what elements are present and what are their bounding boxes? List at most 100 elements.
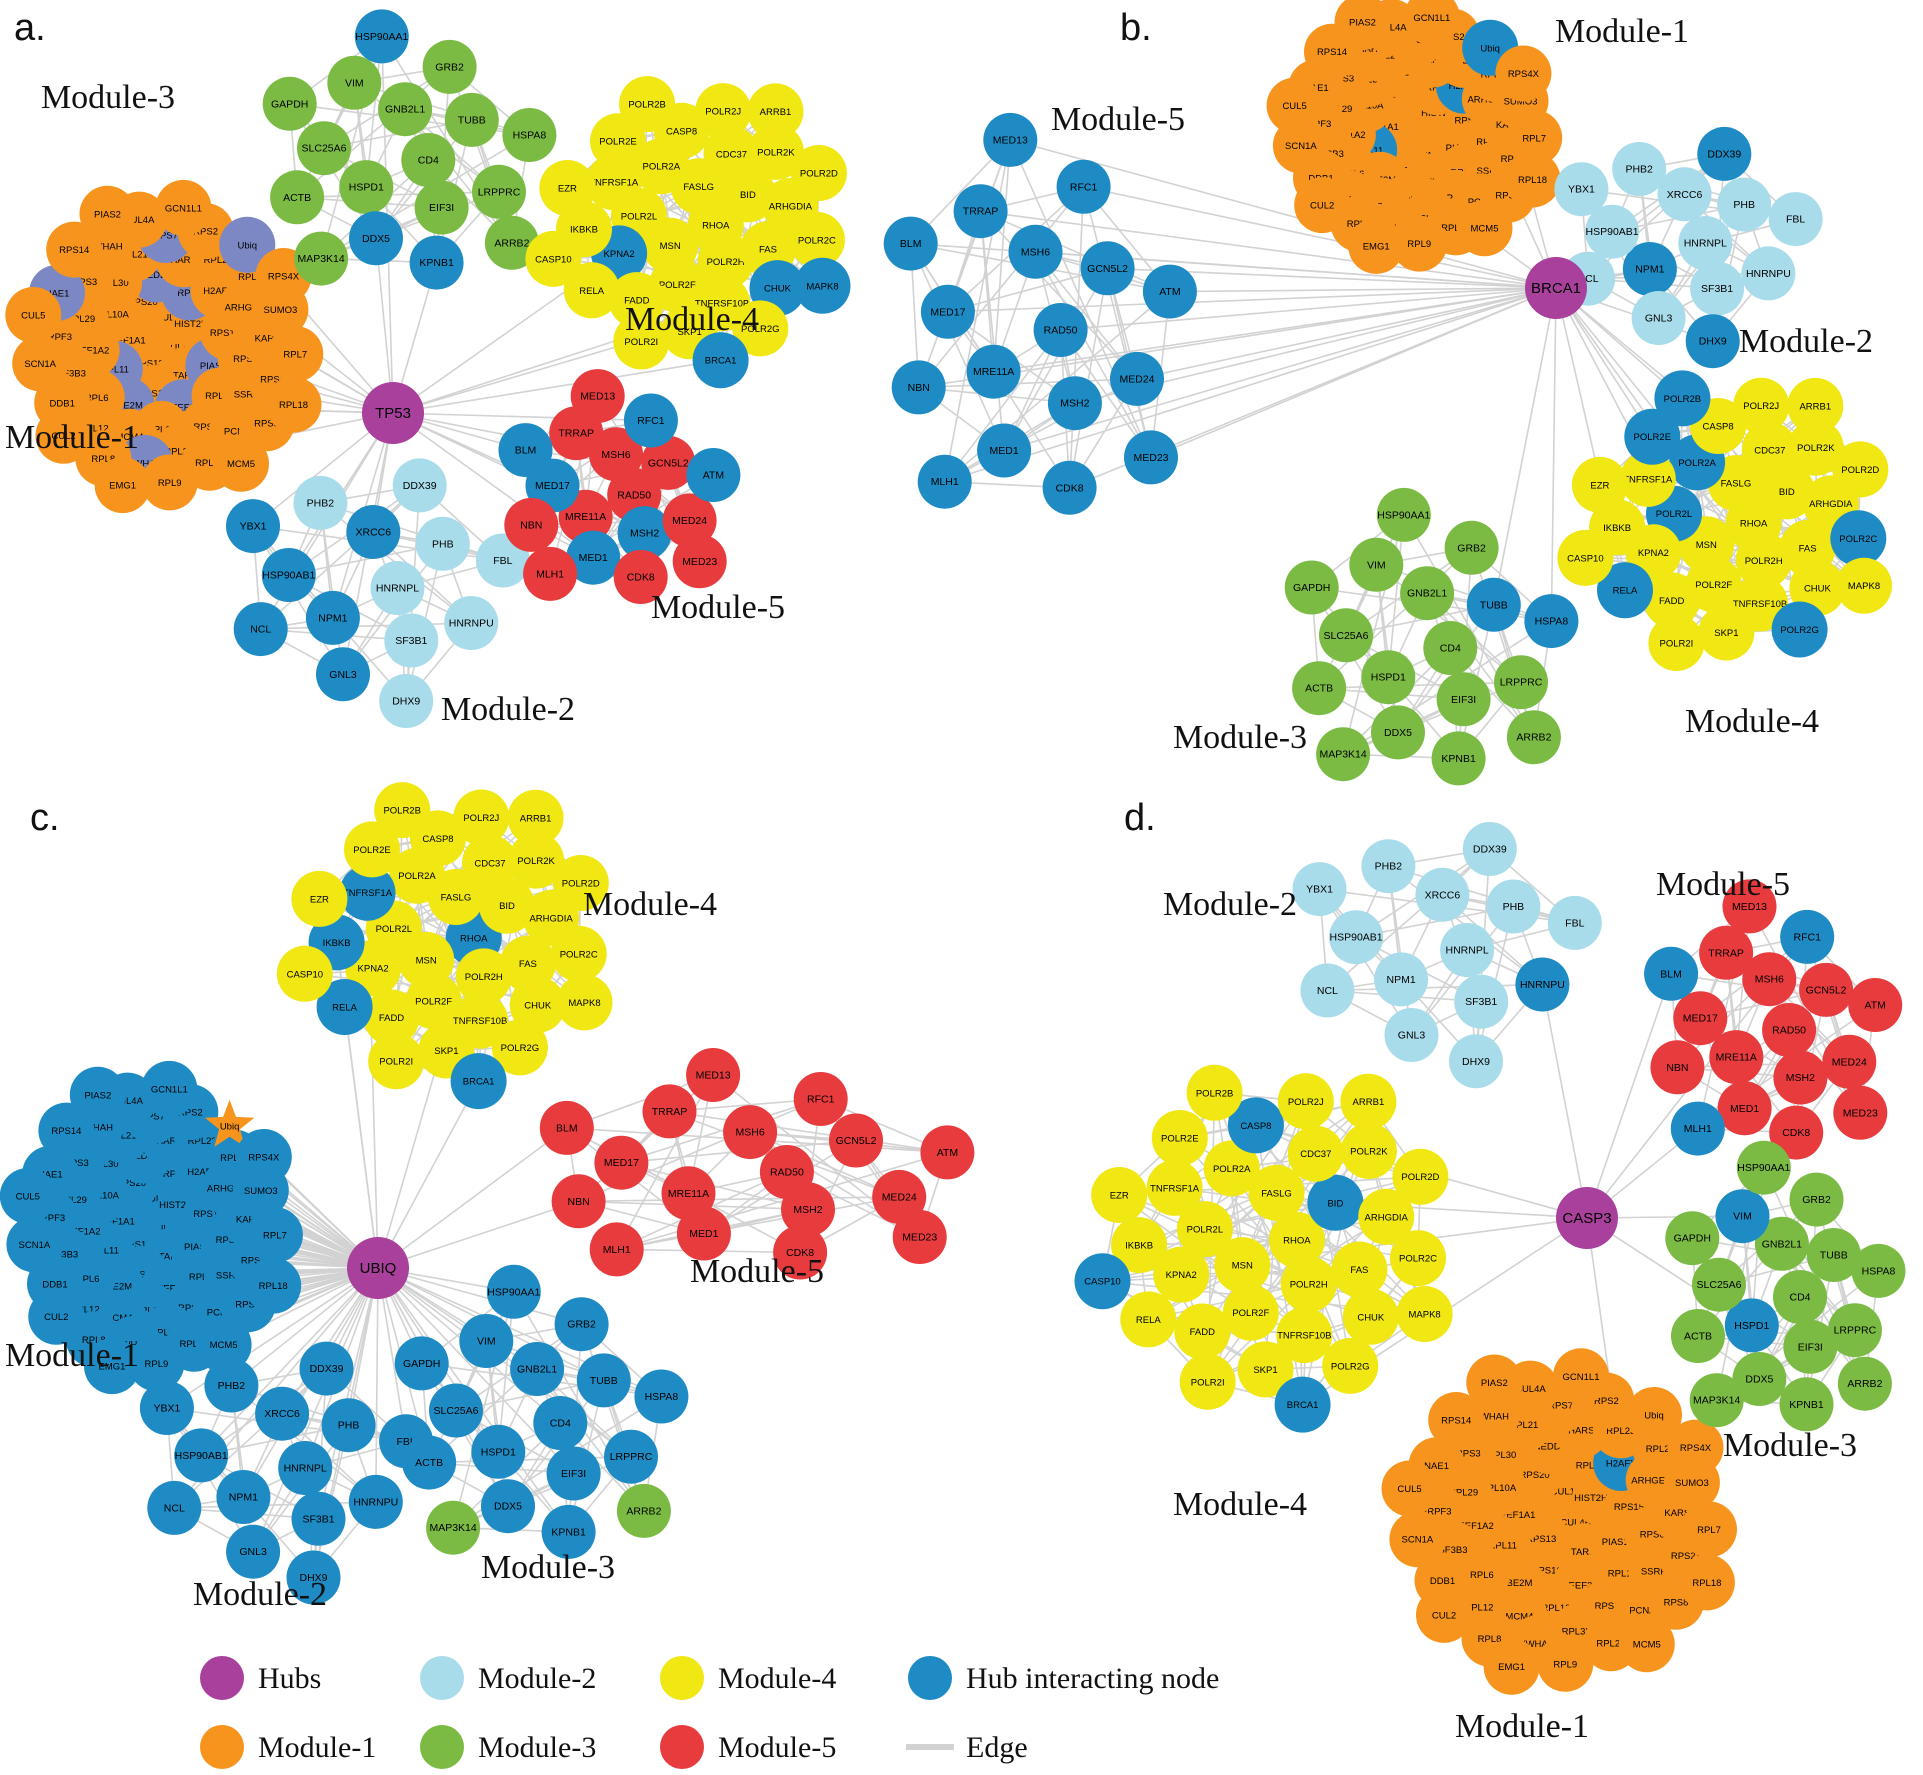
node-BRCA1[interactable] xyxy=(450,1053,507,1110)
node-ATM[interactable] xyxy=(686,448,741,502)
node-POLR2B[interactable] xyxy=(1654,370,1711,427)
node-POLR2H[interactable] xyxy=(1735,532,1792,589)
node-MLH1[interactable] xyxy=(523,546,578,601)
node-RPL9[interactable] xyxy=(1391,215,1448,272)
node-POLR2G[interactable] xyxy=(491,1019,548,1076)
node-TNFRSF1A[interactable] xyxy=(339,864,396,921)
node-GNL3[interactable] xyxy=(226,1524,281,1579)
node-GAPDH[interactable] xyxy=(1284,560,1339,615)
node-ARRB2[interactable] xyxy=(1506,710,1561,765)
node-BLM[interactable] xyxy=(498,423,553,478)
node-HSPD1[interactable] xyxy=(339,160,394,215)
node-SLC25A6[interactable] xyxy=(429,1383,483,1438)
hub-node-BRCA1[interactable] xyxy=(1525,257,1587,319)
node-HSPA8[interactable] xyxy=(1524,594,1579,649)
node-GCN5L2[interactable] xyxy=(829,1113,883,1168)
node-POLR2D[interactable] xyxy=(790,145,847,201)
node-VIM[interactable] xyxy=(327,55,382,110)
node-GCN1L1[interactable] xyxy=(155,179,212,236)
node-MAPK8[interactable] xyxy=(794,257,851,314)
node-EMG1[interactable] xyxy=(84,1338,140,1395)
node-NPM1[interactable] xyxy=(305,590,360,645)
node-MSH6[interactable] xyxy=(1008,224,1063,279)
node-MED23[interactable] xyxy=(1124,430,1178,485)
node-NPM1[interactable] xyxy=(1622,242,1677,296)
node-HSPA8[interactable] xyxy=(502,108,557,162)
node-MED24[interactable] xyxy=(872,1169,927,1224)
node-BRCA1[interactable] xyxy=(692,332,749,389)
node-RAD50[interactable] xyxy=(1033,303,1088,357)
node-SLC25A6[interactable] xyxy=(297,121,351,176)
node-HNRNPL[interactable] xyxy=(278,1441,333,1495)
node-GNL3[interactable] xyxy=(316,647,370,702)
node-HSP90AA1[interactable] xyxy=(486,1264,541,1319)
node-SCN1A[interactable] xyxy=(12,335,69,392)
node-PHB2[interactable] xyxy=(1612,142,1667,196)
node-POLR2I[interactable] xyxy=(613,313,670,370)
node-GNL3[interactable] xyxy=(1631,291,1686,345)
node-MLH1[interactable] xyxy=(589,1222,644,1277)
node-SCN1A[interactable] xyxy=(6,1216,63,1273)
node-POLR2B[interactable] xyxy=(374,782,431,839)
node-RPL18[interactable] xyxy=(1504,151,1561,208)
node-POLR2E[interactable] xyxy=(344,821,400,878)
node-EMG1[interactable] xyxy=(94,457,151,514)
node-MED13[interactable] xyxy=(570,369,625,424)
node-NBN[interactable] xyxy=(551,1174,606,1229)
node-RPL9[interactable] xyxy=(128,1335,185,1392)
node-POLR2H[interactable] xyxy=(697,233,754,290)
node-GNB2L1[interactable] xyxy=(1400,566,1455,621)
node-DDX5[interactable] xyxy=(1371,705,1425,760)
node-MED17[interactable] xyxy=(594,1135,649,1190)
node-BLM[interactable] xyxy=(883,216,938,271)
node-POLR2G[interactable] xyxy=(1771,601,1828,658)
node-MCM5[interactable] xyxy=(213,435,269,492)
node-EMG1[interactable] xyxy=(1348,217,1405,274)
node-RPL7[interactable] xyxy=(1506,109,1563,166)
node-POLR2C[interactable] xyxy=(550,925,607,982)
node-CUL5[interactable] xyxy=(5,287,62,343)
node-HSP90AB1[interactable] xyxy=(261,548,316,602)
node-CD4[interactable] xyxy=(1423,621,1478,675)
node-DDX5[interactable] xyxy=(349,211,403,266)
node-CASP10[interactable] xyxy=(525,230,582,287)
node-VIM[interactable] xyxy=(459,1314,514,1368)
node-POLR2J[interactable] xyxy=(453,789,510,846)
node-RFC1[interactable] xyxy=(793,1072,848,1126)
node-RELA[interactable] xyxy=(316,979,373,1035)
node-ARRB1[interactable] xyxy=(507,789,564,846)
node-TNFRSF1A[interactable] xyxy=(585,154,642,211)
node-SLC25A6[interactable] xyxy=(1319,608,1373,663)
node-MED23[interactable] xyxy=(672,534,727,589)
node-SKP1[interactable] xyxy=(1698,604,1755,661)
hub-node-UBIQ[interactable] xyxy=(347,1237,409,1299)
node-POLR2K[interactable] xyxy=(747,123,804,180)
node-PHB[interactable] xyxy=(1717,177,1772,232)
node-RELA[interactable] xyxy=(1597,562,1653,619)
node-ACTB[interactable] xyxy=(402,1435,457,1490)
node-CUL2[interactable] xyxy=(1294,177,1351,234)
node-DHX9[interactable] xyxy=(379,674,434,728)
node-POLR2E[interactable] xyxy=(1624,408,1681,465)
node-GCN5L2[interactable] xyxy=(641,435,696,490)
node-HSP90AB1[interactable] xyxy=(174,1428,229,1483)
node-MED17[interactable] xyxy=(920,284,975,339)
node-GCN1L1[interactable] xyxy=(1403,0,1460,46)
node-XRCC6[interactable] xyxy=(346,505,401,559)
node-MAP3K14[interactable] xyxy=(294,231,349,286)
node-BLM[interactable] xyxy=(539,1100,594,1155)
node-GCN1L1[interactable] xyxy=(141,1060,198,1117)
node-EZR[interactable] xyxy=(1571,456,1628,513)
node-MED1[interactable] xyxy=(676,1206,731,1261)
node-DDX39[interactable] xyxy=(299,1341,354,1396)
node-HSP90AA1[interactable] xyxy=(1376,487,1431,542)
node-ARRB1[interactable] xyxy=(747,83,804,140)
node-HNRNPU[interactable] xyxy=(348,1474,403,1529)
node-CHUK[interactable] xyxy=(509,976,566,1033)
node-MCM5[interactable] xyxy=(195,1316,252,1373)
node-GRB2[interactable] xyxy=(422,39,477,94)
node-LRPPRC[interactable] xyxy=(604,1429,658,1484)
node-MED1[interactable] xyxy=(566,530,621,585)
node-HSPA8[interactable] xyxy=(634,1369,689,1424)
node-EZR[interactable] xyxy=(291,870,348,927)
